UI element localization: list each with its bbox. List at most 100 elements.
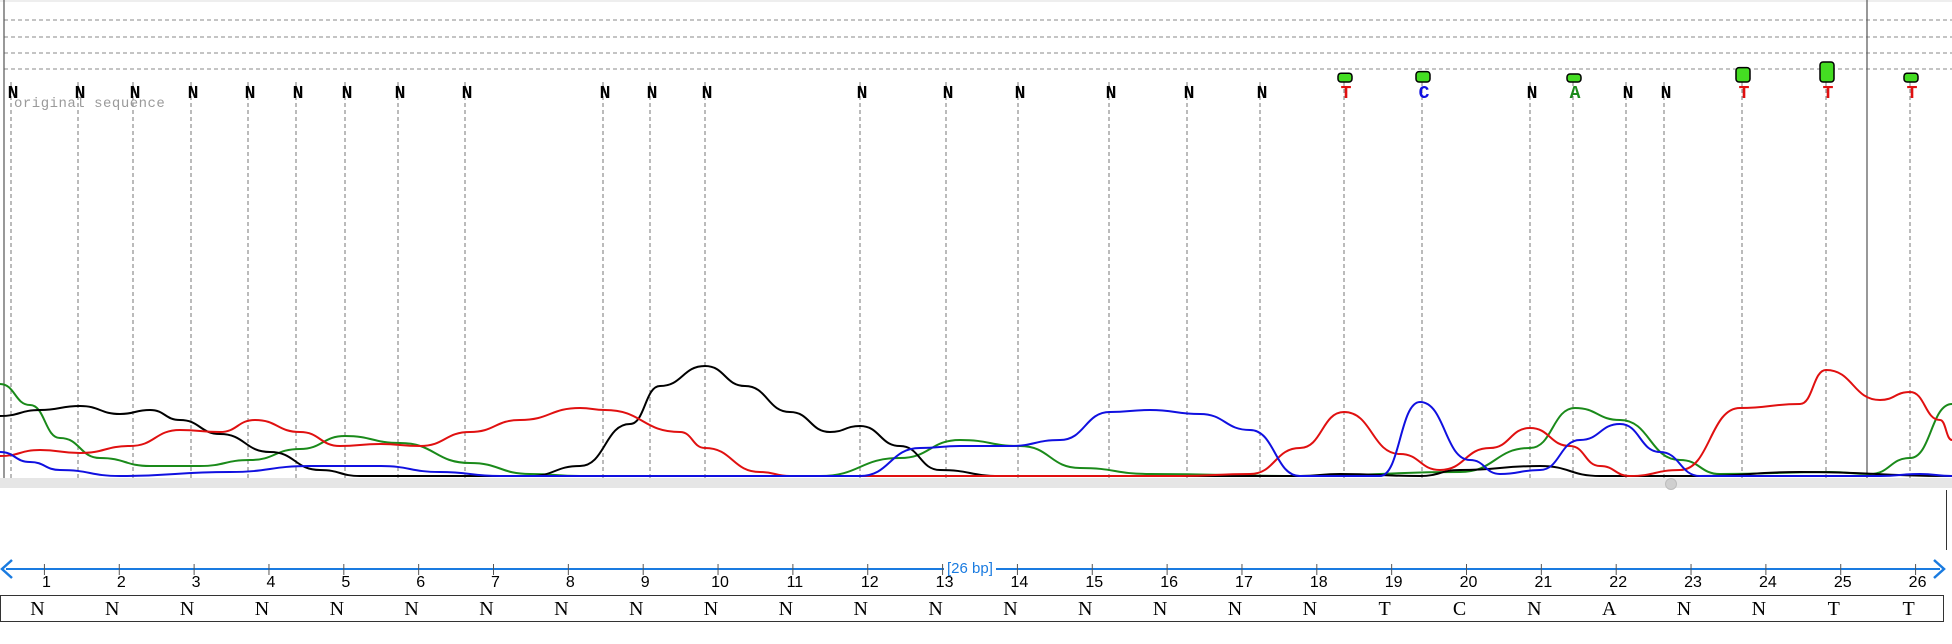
called-base: N: [293, 84, 304, 104]
called-base: A: [1570, 84, 1581, 104]
called-base: N: [702, 84, 713, 104]
scroll-handle[interactable]: [1665, 478, 1677, 490]
sequence-base[interactable]: T: [1378, 598, 1391, 620]
ruler-left-arrow-icon: [0, 559, 13, 579]
sequence-base[interactable]: N: [928, 598, 943, 620]
called-base: T: [1739, 84, 1750, 104]
ruler-position-label: 23: [1684, 574, 1702, 591]
ruler-position-label: 25: [1833, 574, 1852, 591]
sequence-base[interactable]: N: [703, 598, 719, 620]
sequence-base[interactable]: N: [1152, 598, 1168, 620]
quality-bar: [1415, 70, 1431, 83]
ruler-position-label: 21: [1534, 574, 1553, 591]
ruler-position-label: 17: [1235, 574, 1253, 591]
ruler-position-label: 16: [1160, 574, 1179, 591]
ruler-position-label: 11: [786, 574, 804, 591]
sequence-length-label: [26 bp]: [944, 560, 996, 578]
sequence-base[interactable]: N: [554, 598, 569, 620]
sequence-base[interactable]: N: [30, 598, 45, 620]
ruler-position-label: 3: [191, 574, 201, 591]
called-base: N: [1661, 84, 1672, 104]
quality-bar: [1566, 73, 1582, 83]
sequence-base[interactable]: N: [778, 598, 794, 620]
called-base: N: [130, 84, 141, 104]
sequence-base[interactable]: N: [1527, 598, 1542, 620]
called-base: N: [1257, 84, 1268, 104]
sequence-base[interactable]: N: [105, 598, 120, 620]
sequence-base[interactable]: N: [179, 598, 195, 620]
called-base: T: [1341, 84, 1352, 104]
ruler-position-label: 7: [491, 574, 500, 591]
sequence-base[interactable]: A: [1601, 598, 1617, 620]
original-sequence-label: original sequence: [14, 96, 166, 112]
ruler-position-label: 2: [116, 574, 126, 591]
trace-black: [0, 364, 1952, 478]
called-base: N: [462, 84, 473, 104]
sequence-base[interactable]: C: [1452, 598, 1467, 620]
quality-bar: [1735, 66, 1751, 83]
ruler-position-label: 13: [935, 574, 954, 591]
ruler-position-label: 26: [1908, 574, 1927, 591]
called-base: N: [857, 84, 868, 104]
ruler-position-label: 10: [711, 574, 729, 591]
called-base: N: [1015, 84, 1026, 104]
sequence-base[interactable]: N: [628, 598, 644, 620]
sequence-base[interactable]: T: [1902, 598, 1915, 620]
horizontal-scrollbar[interactable]: [0, 478, 1952, 488]
called-base: N: [245, 84, 256, 104]
ruler-position-label: 12: [860, 574, 879, 591]
sequence-base[interactable]: N: [254, 598, 270, 620]
panel-border: [1946, 490, 1947, 550]
called-base: N: [395, 84, 406, 104]
called-base: N: [943, 84, 954, 104]
chromatogram-panel[interactable]: N N N N N N N N N N N N N N N N N N T C N A N N T T T original seq…: [0, 0, 1952, 484]
ruler-position-label: 9: [640, 574, 650, 591]
called-base: N: [1623, 84, 1634, 104]
ruler-position-label: 15: [1085, 574, 1104, 591]
called-base: N: [1527, 84, 1538, 104]
sequence-base[interactable]: N: [479, 598, 494, 620]
called-base: N: [1184, 84, 1195, 104]
called-base: T: [1823, 84, 1834, 104]
called-base: T: [1907, 84, 1918, 104]
trace-green: [0, 383, 1952, 478]
sequence-base[interactable]: N: [329, 598, 345, 620]
sequence-base[interactable]: N: [1676, 598, 1692, 620]
called-base: C: [1419, 84, 1430, 104]
called-base: N: [342, 84, 353, 104]
ruler-position-label: 18: [1309, 574, 1328, 591]
sequence-base[interactable]: N: [853, 598, 868, 620]
sequence-base[interactable]: T: [1827, 598, 1840, 620]
sequence-base[interactable]: N: [404, 598, 419, 620]
sequence-base[interactable]: N: [1227, 598, 1243, 620]
called-base: N: [8, 84, 19, 104]
sequence-base[interactable]: N: [1751, 598, 1767, 620]
ruler-position-label: 5: [341, 574, 351, 591]
ruler-position-label: 6: [416, 574, 426, 591]
ruler-position-label: 20: [1459, 574, 1478, 591]
ruler-position-label: 8: [565, 574, 575, 591]
sequence-base[interactable]: N: [1078, 598, 1093, 620]
ruler-position-label: 14: [1010, 574, 1029, 591]
ruler-position-label: 19: [1384, 574, 1403, 591]
trace-red: [0, 368, 1952, 478]
trace-blue: [0, 400, 1952, 478]
quality-bar: [1337, 72, 1353, 83]
quality-bar: [1903, 72, 1919, 83]
quality-bar: [1819, 61, 1835, 83]
called-base: N: [75, 84, 86, 104]
called-base: N: [1106, 84, 1117, 104]
ruler-position-label: 22: [1609, 574, 1628, 591]
ruler-position-label: 24: [1758, 574, 1777, 591]
sequence-base[interactable]: N: [1302, 598, 1318, 620]
called-base: N: [600, 84, 611, 104]
sequence-base[interactable]: N: [1003, 598, 1018, 620]
ruler-position-label: 4: [266, 574, 276, 591]
ruler-position-label: 1: [41, 574, 51, 591]
called-base: N: [647, 84, 658, 104]
called-base: N: [188, 84, 199, 104]
ruler-right-arrow-icon: [1933, 559, 1946, 579]
